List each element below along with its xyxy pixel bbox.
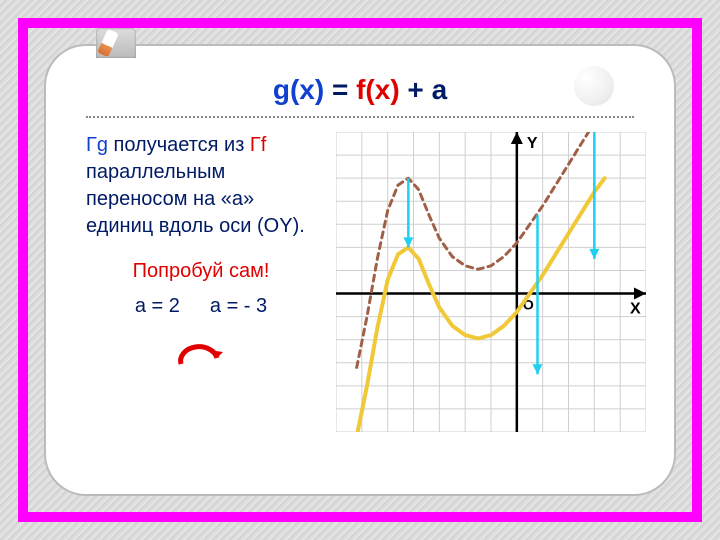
- formula-title: g(x) = f(x) + a: [76, 74, 644, 106]
- desc-gg: Гg: [86, 134, 108, 156]
- svg-text:X: X: [630, 301, 641, 318]
- try-a1: а = 2: [135, 293, 180, 320]
- slide-card: g(x) = f(x) + a Гg получается из Гf пара…: [46, 46, 674, 494]
- title-g: g(x): [273, 74, 324, 105]
- description-text: Гg получается из Гf параллельным перенос…: [86, 132, 316, 442]
- title-plus: + a: [400, 74, 447, 105]
- try-a2: а = - 3: [210, 293, 267, 320]
- title-f: f(x): [356, 74, 400, 105]
- redo-arrow-icon: [86, 338, 316, 382]
- desc-gf: Гf: [250, 134, 266, 156]
- try-label: Попробуй сам!: [86, 258, 316, 285]
- divider: [86, 116, 634, 118]
- graph: YXO: [336, 132, 646, 442]
- svg-text:Y: Y: [527, 135, 538, 152]
- desc-t1: получается из: [108, 134, 250, 156]
- title-eq: =: [324, 74, 356, 105]
- desc-t2: параллельным переносом на «а» единиц вдо…: [86, 161, 305, 237]
